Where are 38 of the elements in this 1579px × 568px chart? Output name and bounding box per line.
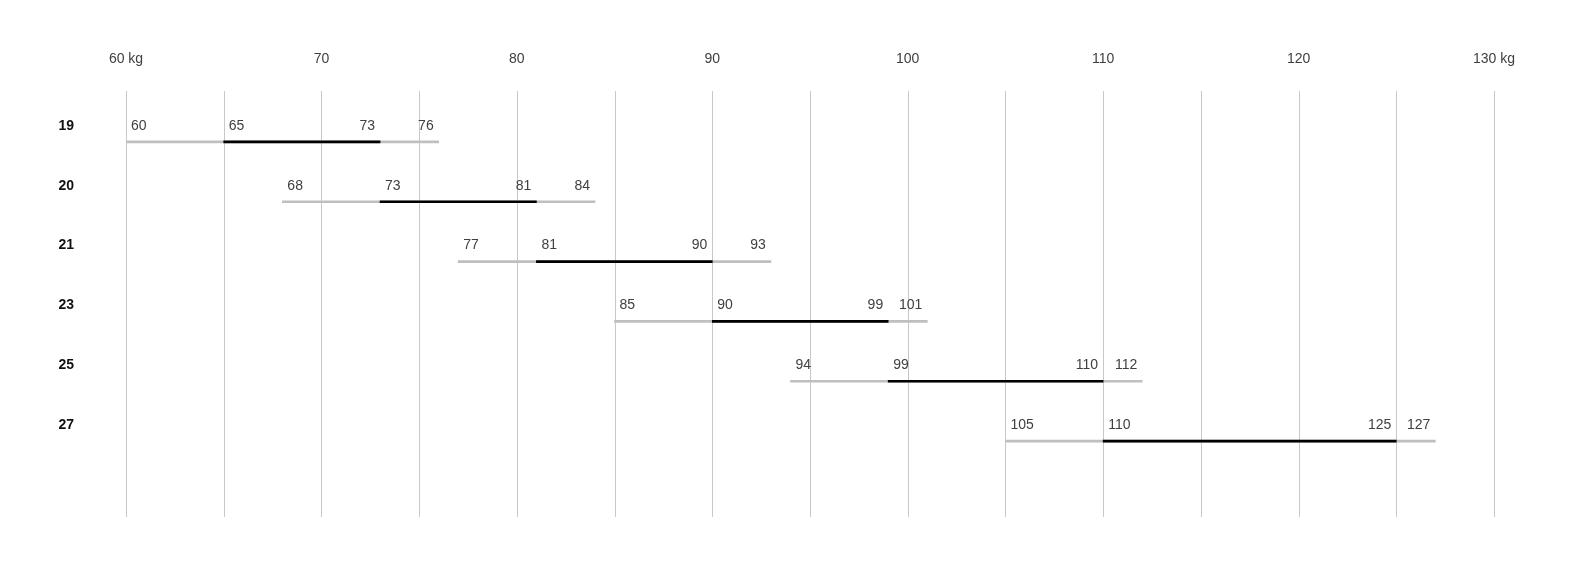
x-tick-label: 130 kg [1472, 50, 1516, 67]
annotation: 110 [1108, 415, 1131, 432]
annotation: 110 [1075, 356, 1099, 373]
annotation: 94 [795, 356, 812, 373]
x-tick-label: 80 [509, 50, 525, 67]
annotation: 73 [359, 116, 376, 133]
annotation: 125 [1367, 415, 1392, 432]
annotation: 93 [750, 236, 767, 253]
x-tick-label: 100 [896, 50, 920, 67]
annotation: 81 [515, 176, 532, 193]
annotation: 90 [691, 236, 708, 253]
annotation: 85 [619, 296, 636, 313]
annotation: 101 [898, 296, 923, 313]
y-tick-label: 25 [58, 356, 75, 373]
x-tick-label: 120 [1286, 50, 1311, 67]
x-tick-label: 60 kg [108, 50, 144, 67]
y-tick-label: 27 [58, 415, 75, 432]
annotation: 65 [228, 116, 245, 133]
annotation: 81 [541, 236, 558, 253]
y-tick-label: 21 [58, 236, 75, 253]
y-tick-label: 19 [58, 116, 75, 133]
annotation: 112 [1114, 356, 1138, 373]
annotation: 90 [717, 296, 734, 313]
annotation: 84 [574, 176, 591, 193]
y-tick-label: 23 [58, 296, 75, 313]
annotation: 73 [385, 176, 401, 193]
annotation: 68 [287, 176, 304, 193]
y-tick-label: 20 [58, 176, 75, 193]
x-tick-label: 90 [704, 50, 721, 67]
x-tick-label: 110 [1091, 50, 1115, 67]
annotation: 60 [131, 116, 147, 133]
annotation: 127 [1407, 415, 1431, 432]
annotation: 105 [1010, 415, 1034, 432]
annotation: 76 [418, 116, 434, 133]
annotation: 99 [893, 356, 909, 373]
x-tick-label: 70 [313, 50, 330, 67]
annotation: 99 [867, 296, 884, 313]
annotation: 77 [463, 236, 480, 253]
